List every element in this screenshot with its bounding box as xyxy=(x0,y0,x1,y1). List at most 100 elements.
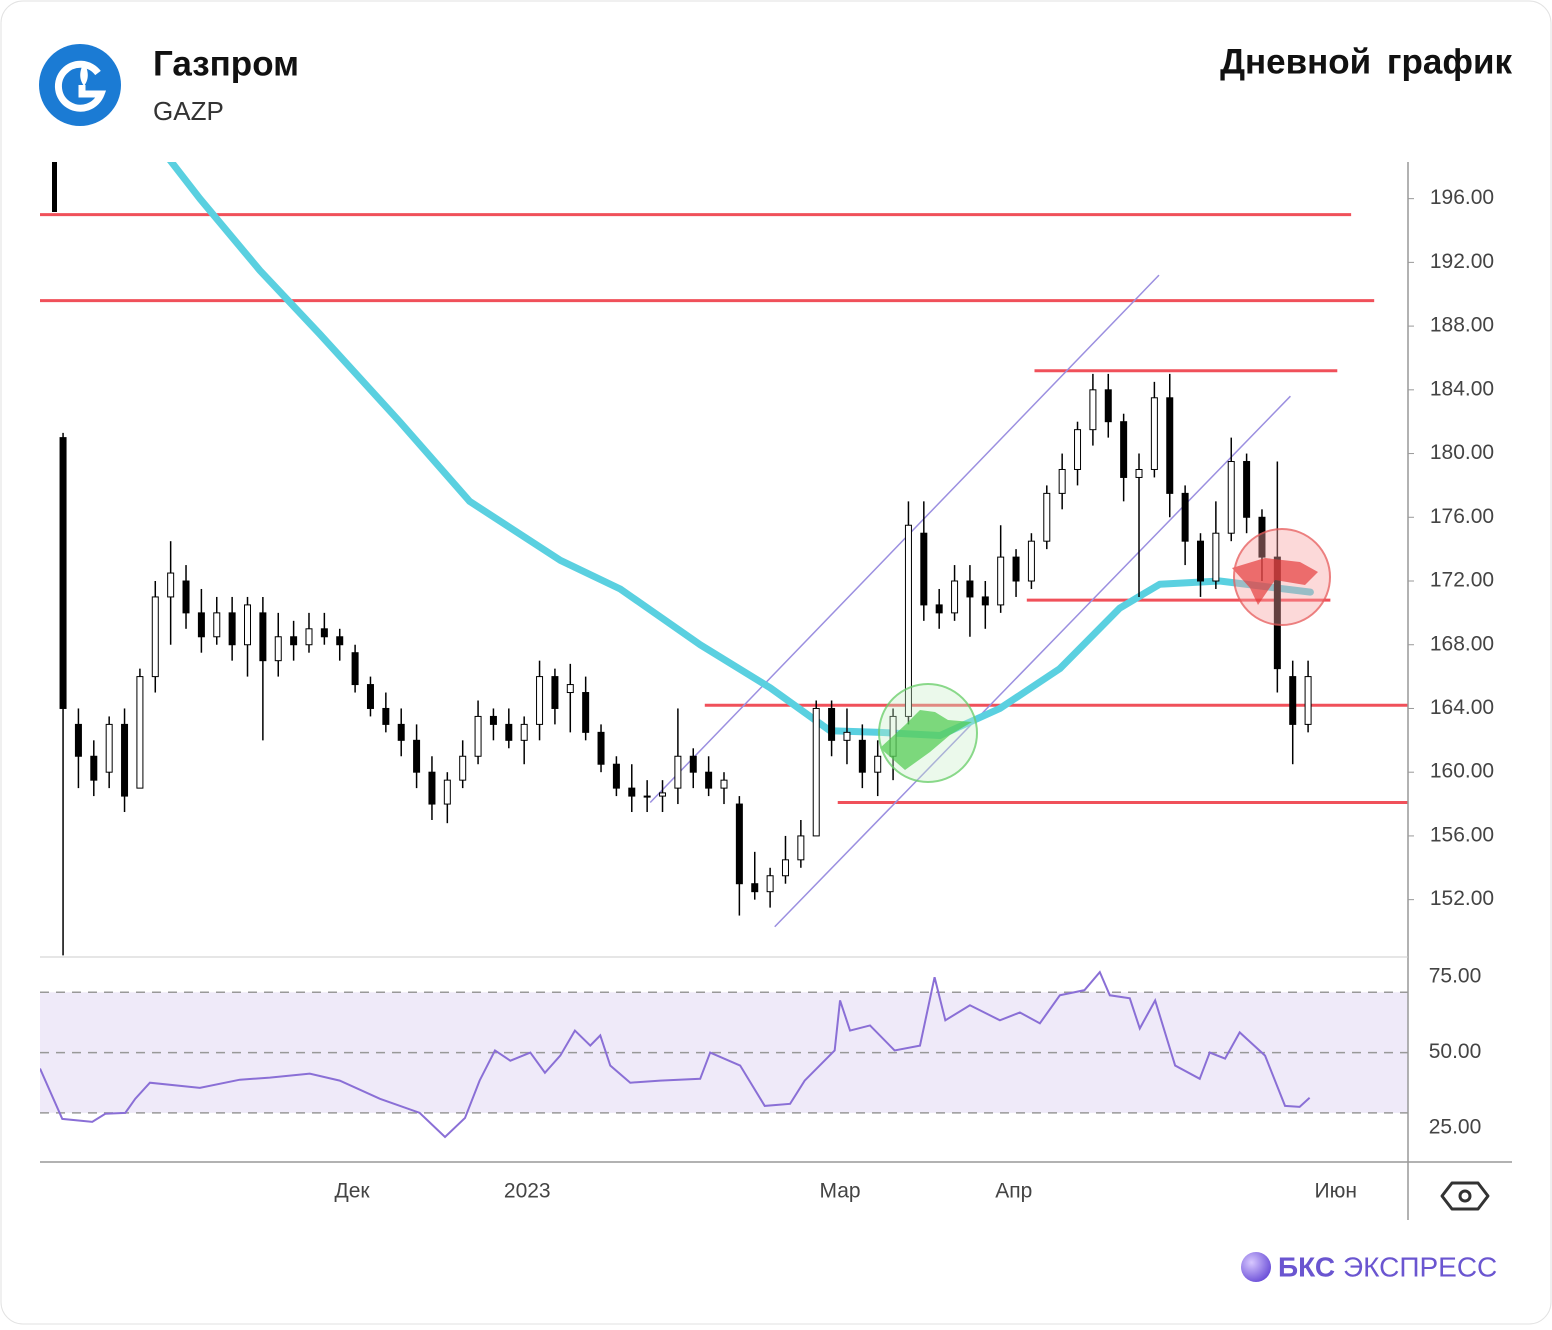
candle-body xyxy=(244,604,252,646)
brand: БКС xyxy=(1278,1251,1335,1282)
candle-body xyxy=(1058,468,1066,494)
candle-body xyxy=(59,437,67,709)
candle-body xyxy=(951,580,959,614)
candle-body xyxy=(843,731,851,741)
candle-body xyxy=(966,580,974,598)
x-tick-label: Дек xyxy=(334,1180,370,1203)
candle-body xyxy=(182,580,190,614)
x-tick-label: Июн xyxy=(1315,1180,1357,1203)
price-plot xyxy=(40,162,1408,956)
signal-bull xyxy=(878,683,978,783)
y-tick-label: 152.00 xyxy=(1430,887,1494,910)
candle-body xyxy=(1012,556,1020,582)
candle-body xyxy=(1135,468,1143,478)
signal-bear xyxy=(1232,528,1331,626)
candle-body xyxy=(981,596,989,606)
candle-body xyxy=(874,755,882,773)
candle-body xyxy=(797,835,805,861)
candle-body xyxy=(935,604,943,614)
y-tick-label: 176.00 xyxy=(1430,505,1494,528)
candle-body xyxy=(105,723,113,773)
ticker: GAZP xyxy=(153,96,224,126)
candle-body xyxy=(505,723,513,741)
candle-body xyxy=(705,771,713,789)
candle-body xyxy=(1120,421,1128,478)
candle-body xyxy=(1227,461,1235,534)
candle-body xyxy=(1212,532,1220,582)
y-tick-label: 50.00 xyxy=(1429,1040,1482,1063)
candle-body xyxy=(628,787,636,797)
candle-body xyxy=(136,676,144,789)
candle-body xyxy=(1181,492,1189,542)
candle-body xyxy=(536,676,544,725)
candle-body xyxy=(566,684,574,694)
candle-body xyxy=(305,628,313,646)
candle-body xyxy=(904,524,912,717)
rsi-line xyxy=(40,970,1311,1139)
candle-body xyxy=(1089,389,1097,431)
y-tick-label: 192.00 xyxy=(1430,250,1494,273)
candle-body xyxy=(474,715,482,757)
y-tick-label: 168.00 xyxy=(1430,632,1494,655)
candle-body xyxy=(597,731,605,765)
candle-body xyxy=(197,612,205,638)
y-tick-label: 180.00 xyxy=(1430,441,1494,464)
brand-product: ЭКСПРЕСС xyxy=(1343,1251,1497,1282)
x-tick-label: Апр xyxy=(995,1180,1032,1203)
candle-body xyxy=(689,755,697,773)
candle-body xyxy=(1289,676,1297,725)
candle-body xyxy=(213,612,221,638)
candle-body xyxy=(735,803,743,885)
candle-body xyxy=(612,763,620,789)
y-tick-label: 172.00 xyxy=(1430,569,1494,592)
candle-body xyxy=(320,628,328,638)
candle-body xyxy=(997,556,1005,606)
candle-body xyxy=(720,779,728,789)
candle-body xyxy=(1304,676,1312,725)
x-tick-label: 2023 xyxy=(504,1180,551,1203)
candle-body xyxy=(382,707,390,725)
y-tick-label: 156.00 xyxy=(1430,823,1494,846)
candle-body xyxy=(858,739,866,773)
candle-body xyxy=(1150,397,1158,470)
candle-body xyxy=(366,684,374,709)
y-tick-label: 188.00 xyxy=(1430,314,1494,337)
candle-body xyxy=(167,572,175,598)
candle-body xyxy=(781,859,789,877)
candle-body xyxy=(336,636,344,646)
chart-label: Дневной график xyxy=(1220,42,1512,81)
candle-body xyxy=(920,532,928,606)
y-tick-label: 160.00 xyxy=(1430,760,1494,783)
candle-body xyxy=(1074,429,1082,470)
candle-body xyxy=(90,755,98,781)
candle-body xyxy=(259,612,267,662)
candle-body xyxy=(74,723,82,757)
candle-body xyxy=(413,739,421,773)
settings-icon[interactable] xyxy=(1440,1181,1490,1211)
candle-body xyxy=(151,596,159,678)
brand-logo xyxy=(1241,1252,1271,1282)
candle-body xyxy=(428,771,436,805)
logo xyxy=(39,44,121,126)
candle-body xyxy=(751,883,759,893)
rsi-band xyxy=(40,992,1408,1113)
candle-body xyxy=(551,676,559,709)
candle-body xyxy=(121,723,129,797)
candle-body xyxy=(659,792,667,797)
y-tick-label: 184.00 xyxy=(1430,377,1494,400)
candle-body xyxy=(1043,492,1051,542)
y-tick-label: 25.00 xyxy=(1429,1115,1482,1138)
y-tick-label: 75.00 xyxy=(1429,965,1482,988)
candle-body xyxy=(274,636,282,662)
candle-body xyxy=(489,715,497,725)
candle-body xyxy=(459,755,467,781)
candle-body xyxy=(582,692,590,733)
candle-body xyxy=(1258,516,1266,558)
candle-body xyxy=(1104,389,1112,423)
axes: 152.00 156.00 160.00 164.00 168.00 172.00 176.… xyxy=(40,162,1512,1220)
candle-body xyxy=(397,723,405,741)
y-tick-label: 196.00 xyxy=(1430,186,1494,209)
candle-body xyxy=(290,636,298,646)
